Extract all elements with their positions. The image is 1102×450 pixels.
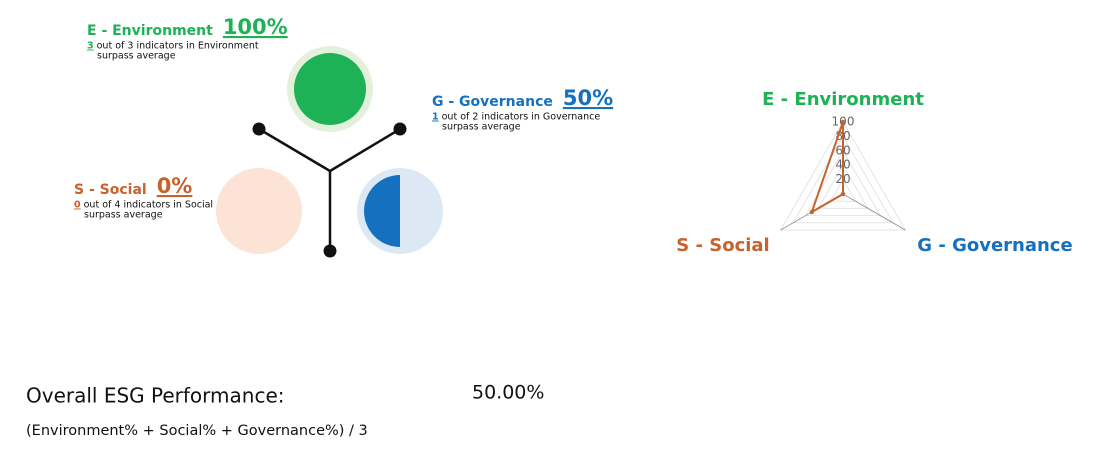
radar-point xyxy=(840,191,846,197)
overall-formula: (Environment% + Social% + Governance%) /… xyxy=(26,423,368,439)
connector xyxy=(329,127,401,173)
pillar-name: S - Social xyxy=(74,182,147,198)
pillar-detail: out of 4 indicators in Social xyxy=(84,200,213,211)
pillar-detail: surpass average xyxy=(442,122,521,133)
pillar-detail: surpass average xyxy=(97,51,176,62)
grid-ring xyxy=(792,135,894,224)
pillar-count: 1 xyxy=(432,112,439,123)
category-label: E - Environment xyxy=(762,89,924,110)
pillar-percent: 50% xyxy=(563,86,613,110)
pillar-detail: out of 3 indicators in Environment xyxy=(97,41,259,52)
grid-ring xyxy=(804,149,882,217)
node xyxy=(252,122,266,136)
category-label: S - Social xyxy=(676,235,769,256)
category-label: G - Governance xyxy=(917,235,1072,256)
axis-line xyxy=(842,193,906,231)
pillar-fill xyxy=(364,175,400,247)
grid-ring xyxy=(779,120,907,231)
node xyxy=(323,244,337,258)
y-diagram xyxy=(252,122,407,258)
pillar-fill xyxy=(294,53,366,125)
pillar-name: E - Environment xyxy=(87,23,213,39)
pillar-percent: 0% xyxy=(157,174,193,198)
radar-point xyxy=(840,119,846,125)
radar-line xyxy=(810,121,844,215)
pillar-count: 0 xyxy=(74,200,81,211)
pillar-count: 3 xyxy=(87,41,94,52)
grid-ring xyxy=(817,164,869,209)
grid-ring xyxy=(829,178,857,202)
pillar-name: G - Governance xyxy=(432,94,553,110)
node xyxy=(393,122,407,136)
pillar-percent: 100% xyxy=(223,15,288,39)
connector xyxy=(258,127,331,173)
pillar-detail: surpass average xyxy=(84,210,163,221)
pillar-backdrop xyxy=(216,168,302,254)
overall-label: Overall ESG Performance: xyxy=(26,384,285,408)
radar-point xyxy=(809,209,815,215)
pillar-detail: out of 2 indicators in Governance xyxy=(442,112,601,123)
overall-value: 50.00% xyxy=(472,382,544,404)
